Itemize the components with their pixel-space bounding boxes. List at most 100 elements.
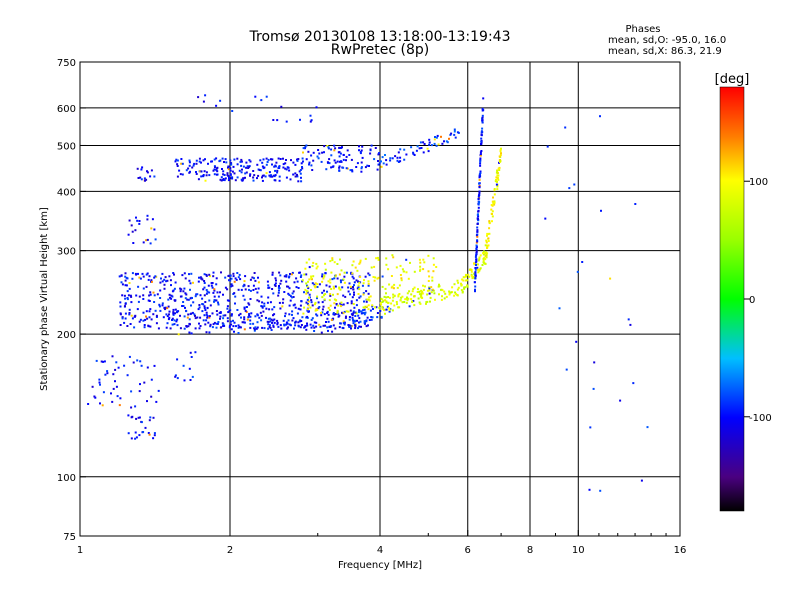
echo-point bbox=[213, 158, 216, 161]
echo-point bbox=[179, 314, 181, 317]
echo-point bbox=[289, 324, 292, 327]
echo-point bbox=[309, 306, 312, 309]
echo-point bbox=[103, 360, 106, 363]
echo-point bbox=[339, 258, 341, 261]
echo-point bbox=[381, 306, 384, 308]
echo-point bbox=[112, 387, 115, 390]
echo-point bbox=[188, 171, 191, 174]
echo-point bbox=[220, 176, 223, 179]
echo-point bbox=[185, 310, 188, 313]
echo-point bbox=[475, 264, 477, 266]
echo-point bbox=[352, 288, 355, 291]
echo-point bbox=[476, 266, 479, 269]
echo-point bbox=[399, 264, 402, 267]
echo-point bbox=[153, 301, 156, 303]
echo-point bbox=[352, 286, 354, 288]
echo-point bbox=[312, 261, 315, 264]
echo-point bbox=[303, 306, 306, 309]
echo-point bbox=[310, 301, 313, 304]
echo-point bbox=[334, 161, 337, 164]
echo-point bbox=[94, 396, 97, 399]
echo-point bbox=[271, 163, 273, 166]
echo-point bbox=[287, 285, 290, 288]
echo-point bbox=[381, 275, 384, 278]
echo-point bbox=[257, 281, 260, 284]
echo-point bbox=[346, 167, 349, 170]
echo-point bbox=[249, 322, 252, 325]
echo-point bbox=[234, 302, 236, 305]
echo-point bbox=[176, 159, 179, 162]
echo-point bbox=[388, 307, 391, 310]
echo-point bbox=[279, 307, 282, 310]
echo-point bbox=[411, 300, 414, 303]
echo-point bbox=[418, 147, 421, 150]
echo-point bbox=[391, 309, 394, 312]
echo-point bbox=[477, 215, 480, 218]
echo-point bbox=[282, 166, 285, 169]
echo-point bbox=[217, 303, 220, 306]
echo-point bbox=[493, 189, 496, 192]
echo-point bbox=[632, 382, 635, 385]
echo-point bbox=[355, 299, 358, 302]
echo-point bbox=[278, 301, 281, 304]
echo-point bbox=[307, 304, 310, 307]
echo-point bbox=[256, 177, 258, 180]
echo-point bbox=[308, 293, 311, 296]
echo-point bbox=[282, 298, 285, 301]
echo-point bbox=[271, 273, 274, 276]
echo-point bbox=[150, 318, 153, 321]
echo-point bbox=[438, 283, 440, 286]
echo-point bbox=[304, 145, 307, 148]
echo-point bbox=[384, 154, 386, 156]
echo-point bbox=[153, 276, 156, 279]
echo-point bbox=[124, 297, 127, 300]
echo-point bbox=[413, 295, 416, 298]
echo-point bbox=[226, 317, 229, 320]
echo-point bbox=[288, 276, 290, 279]
echo-point bbox=[99, 383, 101, 386]
echo-point bbox=[478, 176, 481, 179]
echo-point bbox=[134, 405, 137, 408]
echo-point bbox=[182, 290, 185, 293]
echo-point bbox=[453, 294, 456, 297]
echo-point bbox=[279, 158, 282, 160]
echo-point bbox=[254, 326, 257, 329]
echo-point bbox=[219, 178, 222, 181]
echo-point bbox=[172, 313, 175, 316]
echo-point bbox=[149, 175, 152, 178]
echo-point bbox=[268, 324, 271, 327]
echo-point bbox=[146, 218, 149, 221]
echo-point bbox=[565, 368, 568, 371]
echo-point bbox=[215, 310, 218, 312]
echo-point bbox=[360, 310, 363, 313]
echo-point bbox=[185, 169, 188, 172]
echo-point bbox=[352, 277, 355, 280]
echo-point bbox=[233, 172, 236, 175]
echo-point bbox=[322, 324, 325, 327]
echo-point bbox=[289, 178, 292, 181]
echo-point bbox=[213, 165, 216, 168]
echo-point bbox=[231, 284, 234, 287]
echo-point bbox=[354, 324, 357, 327]
echo-point bbox=[367, 308, 370, 311]
echo-point bbox=[174, 160, 177, 163]
echo-point bbox=[282, 319, 285, 322]
echo-point bbox=[379, 302, 382, 305]
echo-point bbox=[364, 275, 367, 278]
echo-point bbox=[194, 314, 196, 317]
echo-point bbox=[482, 97, 485, 100]
x-tick-label: 8 bbox=[527, 545, 533, 556]
echo-point bbox=[200, 161, 202, 164]
echo-point bbox=[134, 437, 137, 440]
echo-point bbox=[149, 416, 152, 419]
echo-point bbox=[640, 479, 643, 482]
echo-point bbox=[350, 158, 353, 161]
echo-point bbox=[307, 287, 310, 290]
echo-point bbox=[481, 264, 484, 266]
echo-point bbox=[242, 321, 245, 324]
echo-point bbox=[336, 160, 339, 163]
echo-point bbox=[351, 170, 354, 173]
echo-point bbox=[124, 272, 127, 275]
echo-point bbox=[363, 320, 366, 323]
x-tick-label: 6 bbox=[465, 545, 471, 556]
